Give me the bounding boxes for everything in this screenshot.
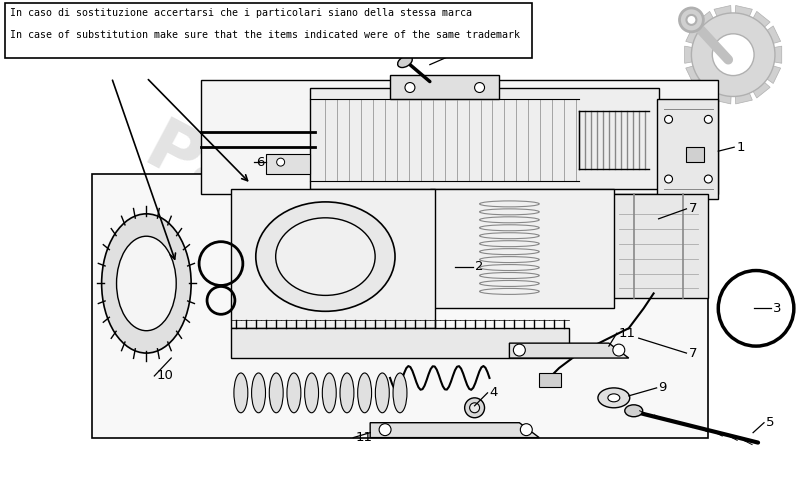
Text: 3: 3 [773, 302, 782, 315]
Text: 6: 6 [256, 156, 264, 169]
Text: 11: 11 [355, 431, 372, 444]
Ellipse shape [465, 398, 485, 418]
Circle shape [712, 34, 754, 75]
Text: 5: 5 [766, 416, 774, 429]
Ellipse shape [358, 373, 371, 413]
Polygon shape [696, 77, 717, 98]
Polygon shape [92, 174, 708, 438]
Ellipse shape [470, 403, 479, 413]
Polygon shape [685, 46, 699, 63]
Polygon shape [266, 154, 310, 174]
Ellipse shape [322, 373, 336, 413]
Polygon shape [657, 99, 718, 199]
Text: 1: 1 [736, 141, 745, 154]
Circle shape [704, 175, 712, 183]
Polygon shape [370, 423, 539, 438]
Circle shape [514, 344, 526, 356]
Polygon shape [767, 46, 782, 63]
Circle shape [704, 115, 712, 123]
Polygon shape [686, 26, 706, 46]
Polygon shape [761, 64, 781, 83]
Polygon shape [686, 64, 706, 83]
Circle shape [613, 344, 625, 356]
Ellipse shape [598, 388, 630, 408]
Text: In case of substitution make sure that the items indicated were of the same trad: In case of substitution make sure that t… [10, 30, 520, 40]
Ellipse shape [375, 373, 390, 413]
Circle shape [379, 424, 391, 436]
Ellipse shape [398, 56, 412, 68]
Text: 7: 7 [689, 346, 697, 360]
Polygon shape [310, 88, 658, 189]
Ellipse shape [251, 373, 266, 413]
Circle shape [686, 15, 696, 25]
Circle shape [665, 115, 673, 123]
Circle shape [474, 82, 485, 93]
Polygon shape [609, 194, 708, 298]
Ellipse shape [270, 373, 283, 413]
FancyBboxPatch shape [539, 373, 561, 387]
Polygon shape [750, 77, 770, 98]
Circle shape [691, 13, 775, 97]
Ellipse shape [234, 373, 248, 413]
Ellipse shape [102, 214, 191, 353]
FancyBboxPatch shape [686, 147, 704, 162]
Circle shape [405, 82, 415, 93]
Polygon shape [390, 74, 499, 99]
Text: 9: 9 [658, 381, 667, 394]
Ellipse shape [117, 236, 176, 331]
Text: 7: 7 [689, 202, 697, 216]
Polygon shape [430, 189, 614, 308]
Ellipse shape [340, 373, 354, 413]
Text: 4: 4 [490, 386, 498, 399]
Polygon shape [510, 343, 629, 358]
Circle shape [520, 424, 532, 436]
FancyBboxPatch shape [5, 3, 532, 58]
Polygon shape [761, 26, 781, 46]
Polygon shape [735, 86, 752, 104]
Polygon shape [231, 328, 569, 358]
Ellipse shape [625, 405, 642, 416]
Circle shape [665, 175, 673, 183]
Polygon shape [750, 11, 770, 32]
Text: 8: 8 [454, 48, 463, 61]
Circle shape [277, 158, 285, 166]
Polygon shape [696, 11, 717, 32]
Ellipse shape [608, 394, 620, 402]
Ellipse shape [287, 373, 301, 413]
Text: In caso di sostituzione accertarsi che i particolari siano della stessa marca: In caso di sostituzione accertarsi che i… [10, 8, 472, 18]
Text: 11: 11 [619, 327, 636, 340]
Text: 2: 2 [474, 260, 483, 273]
Polygon shape [714, 5, 731, 23]
Polygon shape [735, 5, 752, 23]
Polygon shape [231, 189, 435, 328]
Polygon shape [714, 86, 731, 104]
Text: PartsRepublik: PartsRepublik [132, 114, 668, 443]
Ellipse shape [276, 218, 375, 295]
Ellipse shape [305, 373, 318, 413]
Ellipse shape [393, 373, 407, 413]
Circle shape [679, 8, 703, 32]
Text: 10: 10 [156, 369, 173, 383]
Polygon shape [201, 79, 718, 194]
Ellipse shape [256, 202, 395, 311]
